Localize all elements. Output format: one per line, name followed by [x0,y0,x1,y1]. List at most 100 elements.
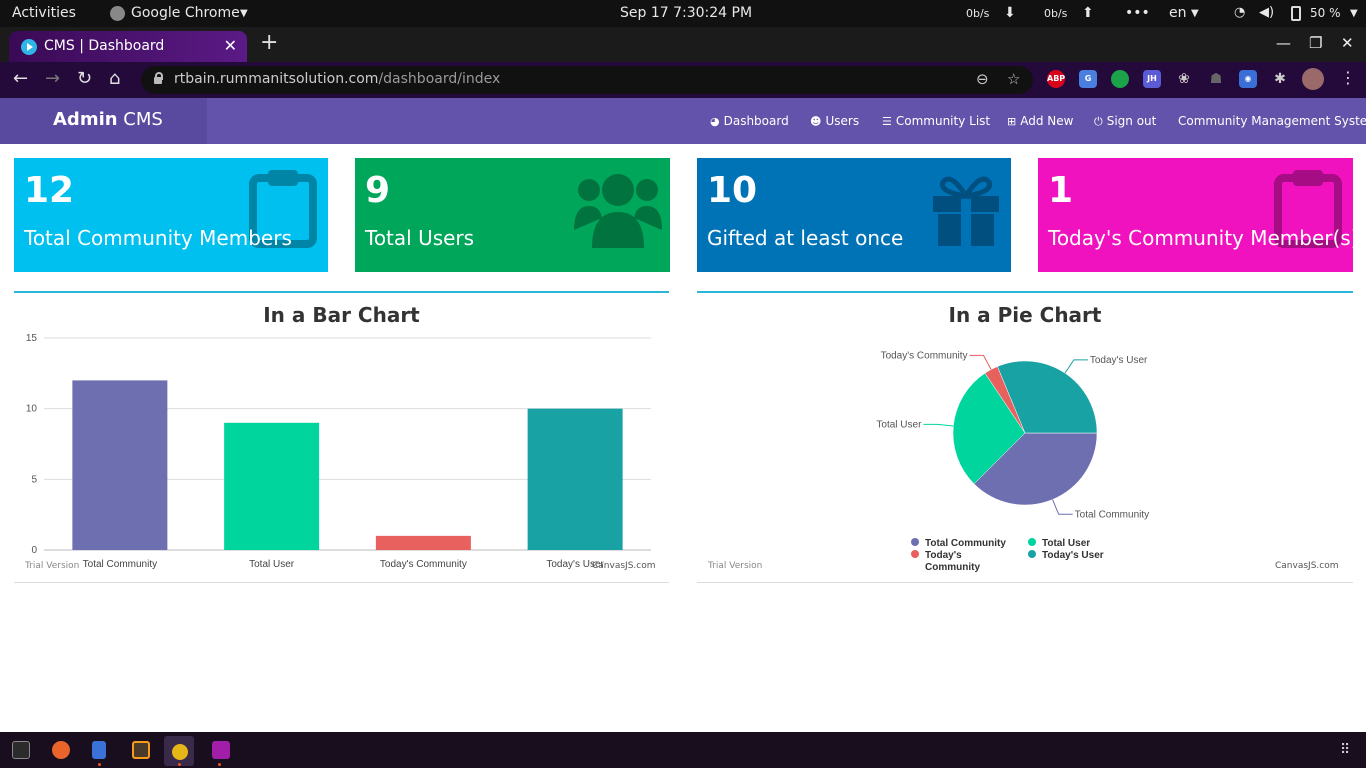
nav-add-new[interactable]: ⊞ Add New [1007,114,1073,128]
volume-icon[interactable]: ◀) [1259,5,1275,20]
bar-chart-panel: 0 5 10 15 Total Community Total User Today's C… [14,291,669,583]
list-icon: ☰ [882,115,892,128]
chevron-down-icon: ▼ [1191,8,1199,19]
tab-title: CMS | Dashboard [44,38,165,54]
users-icon: ☻ [810,115,822,128]
stat-value: 1 [1048,170,1074,211]
lock-icon[interactable] [153,72,163,84]
bar-chart-title: In a Bar Chart [263,303,420,327]
firefox-icon[interactable] [52,741,70,759]
app-menu[interactable]: Google Chrome [131,5,240,21]
power-icon: ⏻ [1094,115,1103,128]
slice-label: Today's User [1090,355,1148,366]
battery-icon[interactable] [1291,6,1301,21]
canvasjs-credit[interactable]: CanvasJS.com [592,561,656,571]
window-close-icon[interactable]: ✕ [1341,34,1354,52]
nav-community-list[interactable]: ☰ Community List [882,114,990,128]
green-ext-icon[interactable] [1111,70,1129,88]
nav-community-list-label: Community List [895,114,991,128]
users-icon [574,174,662,248]
pie-chart-panel: Total Community Total User Today's Communi… [697,291,1353,583]
tab-cms-dashboard[interactable]: CMS | Dashboard ✕ [9,31,247,62]
app-navbar: Admin CMS ◕ Dashboard ☻ Users ☰ Community L… [0,98,1366,144]
camera-ext-icon[interactable]: ◉ [1239,70,1257,88]
app-grid-icon[interactable]: ⠿ [1340,742,1351,758]
chevron-down-icon: ▼ [1350,8,1358,19]
chrome-menu-icon[interactable]: ⋮ [1340,68,1356,87]
bar[interactable] [375,535,471,550]
nav-users-label: Users [825,114,860,128]
shield-ext-icon[interactable]: ☗ [1209,71,1223,87]
translate-icon[interactable]: G [1079,70,1097,88]
stat-value: 12 [24,170,75,211]
wifi-icon[interactable]: ◔ [1234,5,1246,20]
nav-sign-out[interactable]: ⏻ Sign out [1094,114,1156,129]
jh-ext-icon[interactable]: JH [1143,70,1161,88]
bar[interactable] [527,408,623,550]
clock[interactable]: Sep 17 7:30:24 PM [620,5,753,21]
address-bar[interactable]: rtbain.rummanitsolution.com/dashboard/in… [141,66,1033,94]
label-leader-line [923,423,954,427]
nav-dashboard[interactable]: ◕ Dashboard [710,114,789,128]
brand-logo[interactable]: Admin CMS [0,98,207,144]
stat-box-today-community[interactable]: 1 Today's Community Member(s) [1038,158,1353,272]
profile-avatar[interactable] [1302,68,1324,90]
language-selector[interactable]: en [1169,5,1187,21]
terminal-icon[interactable] [12,741,30,759]
battery-percentage: 50 % [1310,6,1341,20]
home-icon[interactable]: ⌂ [109,68,121,89]
canvasjs-credit[interactable]: CanvasJS.com [1275,561,1339,571]
new-tab-plus-icon[interactable]: + [260,30,279,55]
legend-label[interactable]: Total User [1042,538,1090,549]
running-indicator [98,763,101,766]
stat-label: Total Users [365,226,475,250]
trial-version-label: Trial Version [708,561,763,571]
cookie-ext-icon[interactable]: ❀ [1178,71,1190,87]
forward-arrow-icon[interactable]: → [45,68,61,89]
arrow-up-icon: ⬆ [1082,5,1094,21]
activities-button[interactable]: Activities [12,5,76,21]
x-tick-label: Today's Community [380,559,467,570]
stat-box-total-community[interactable]: 12 Total Community Members [14,158,328,272]
close-icon[interactable]: ✕ [223,36,237,55]
legend-label[interactable]: Today's Community [925,550,980,573]
reload-icon[interactable]: ↻ [77,68,93,89]
taskbar: ⠿ [0,732,1366,768]
back-arrow-icon[interactable]: ← [13,68,29,89]
puzzle-extensions-icon[interactable]: ✱ [1274,71,1286,87]
nav-add-new-label: Add New [1020,114,1074,128]
sublime-text-icon[interactable] [132,741,150,759]
legend-label[interactable]: Today's User [1042,550,1104,561]
adblock-plus-icon[interactable]: ABP [1047,70,1065,88]
url-text[interactable]: rtbain.rummanitsolution.com/dashboard/in… [174,71,500,87]
stat-box-total-users[interactable]: 9 Total Users [355,158,670,272]
stat-box-gifted[interactable]: 10 Gifted at least once [697,158,1011,272]
brand-bold: Admin [53,109,118,130]
bar[interactable] [72,380,168,550]
y-tick-label: 15 [26,333,38,344]
stat-value: 9 [365,170,391,211]
stat-label: Total Community Members [24,226,292,250]
brand-rest: CMS [123,109,163,130]
nav-users[interactable]: ☻ Users [810,114,859,128]
minimize-icon[interactable]: — [1276,34,1291,52]
bookmark-star-icon[interactable]: ☆ [1007,70,1021,88]
files-icon[interactable] [92,741,106,759]
more-dots-icon[interactable]: ••• [1125,5,1150,21]
legend-label[interactable]: Total Community [925,538,1006,549]
zoom-icon[interactable]: ⊖ [976,70,989,88]
bar[interactable] [224,422,320,550]
chrome-dock-icon[interactable] [172,744,188,760]
clipboard-icon [1274,170,1342,248]
chrome-app-icon [110,6,125,21]
slice-label: Total User [876,419,922,430]
stat-value: 10 [707,170,758,211]
maximize-icon[interactable]: ❐ [1309,34,1323,52]
stat-label: Gifted at least once [707,226,904,250]
pie-slice[interactable] [997,360,1098,434]
phpstorm-icon[interactable] [212,741,230,759]
y-tick-label: 0 [31,545,37,556]
arrow-down-icon: ⬇ [1004,5,1016,21]
y-tick-label: 10 [26,404,38,415]
nav-system-name[interactable]: Community Management System [1178,114,1366,128]
